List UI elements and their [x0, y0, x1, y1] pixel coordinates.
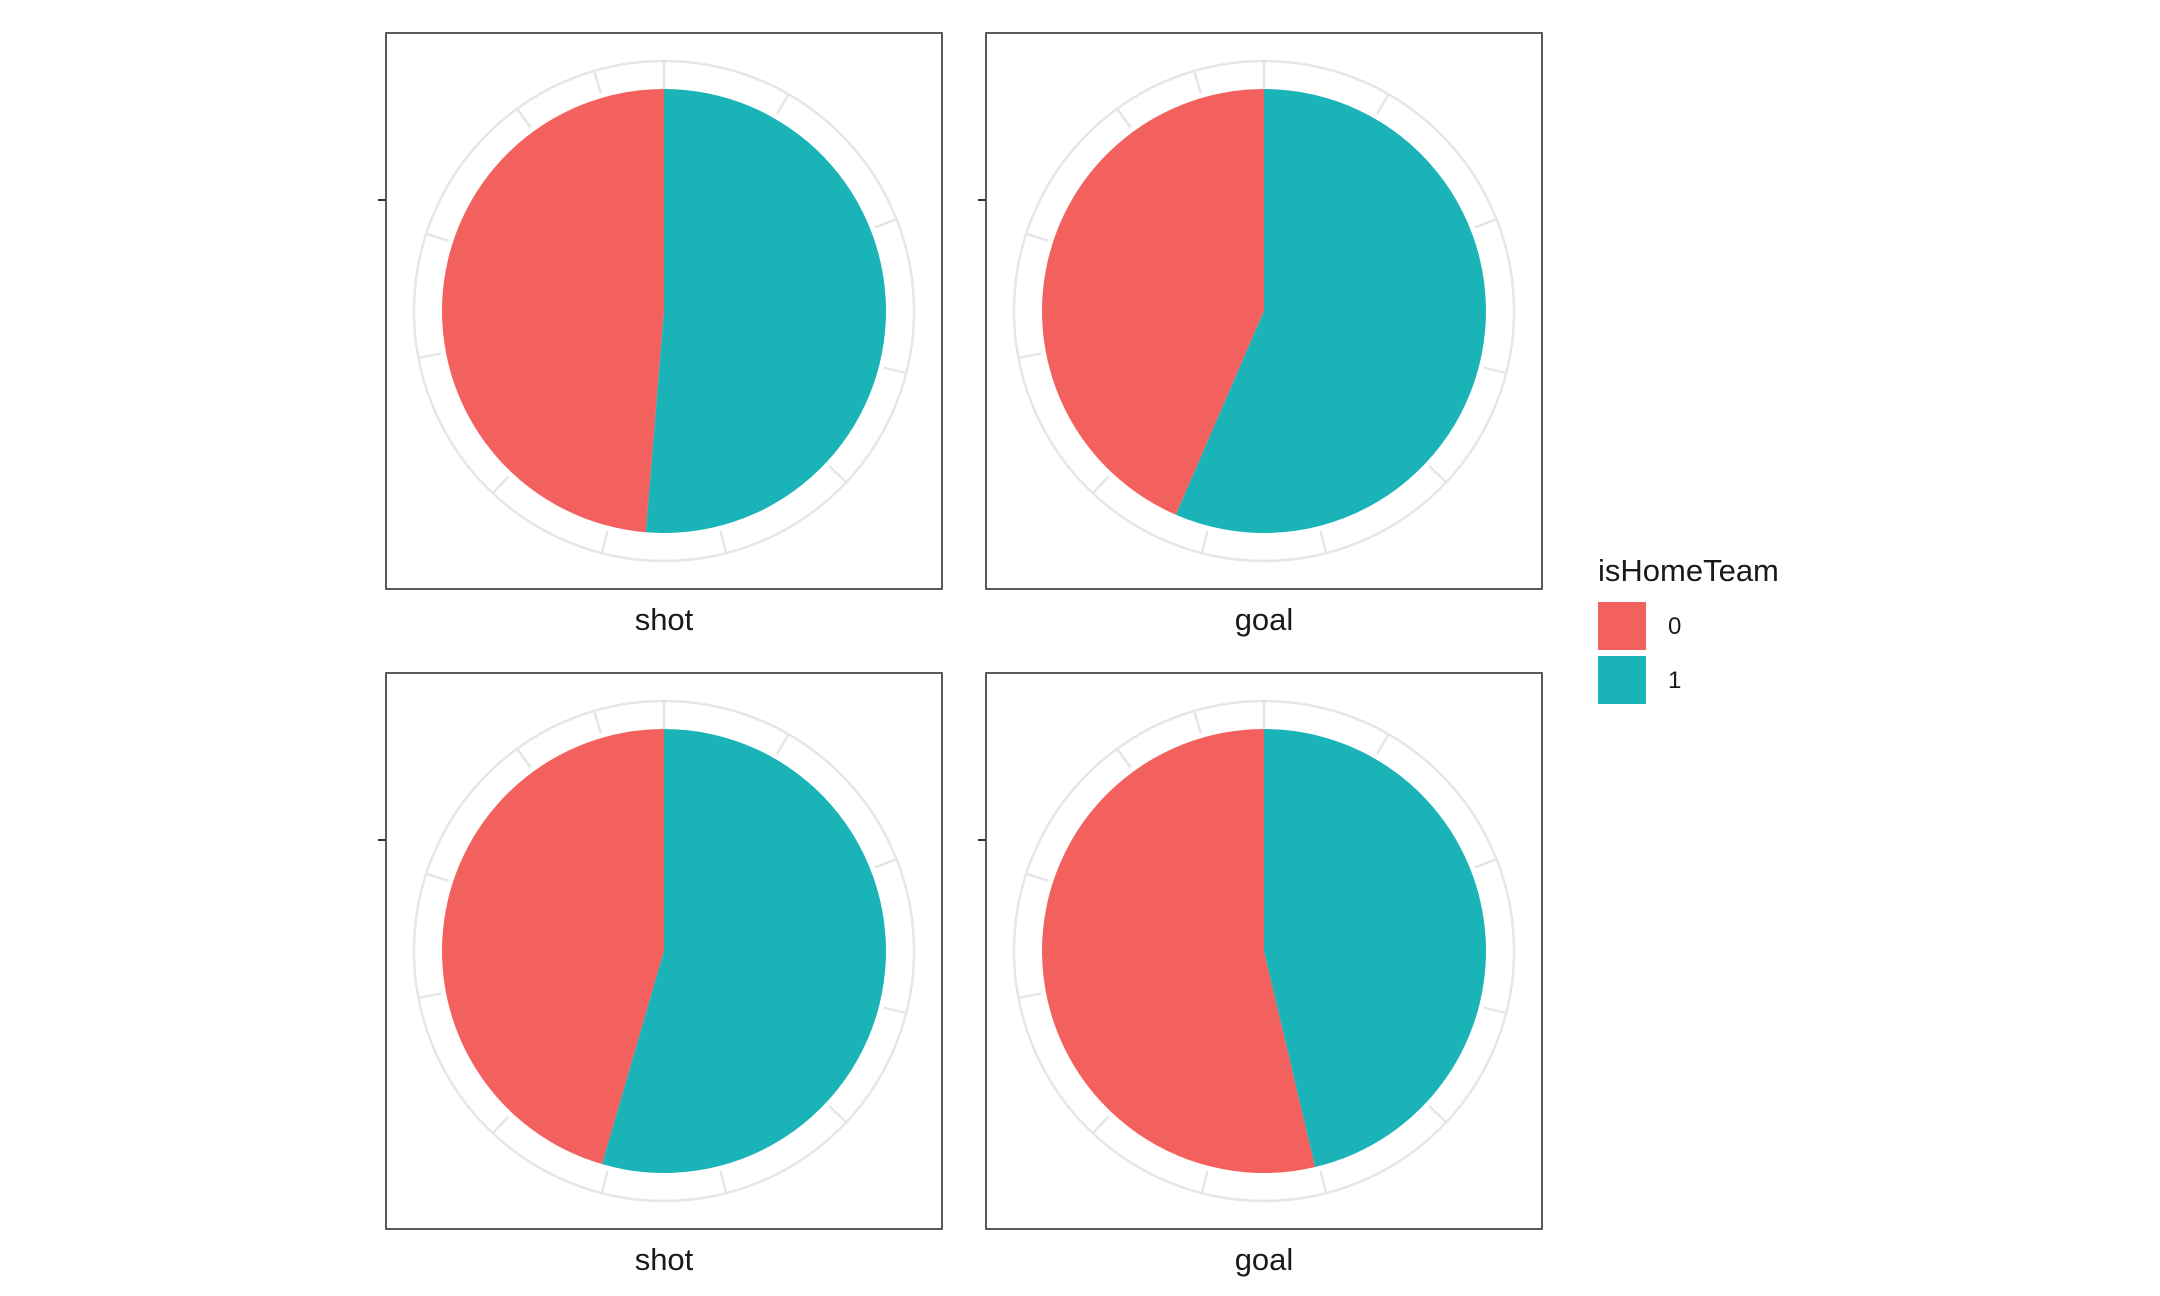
polar-grid-tick	[1116, 748, 1132, 769]
polar-grid-tick	[1428, 1105, 1448, 1124]
polar-grid-tick	[1193, 70, 1202, 94]
polar-grid-tick	[1200, 1170, 1209, 1194]
polar-grid-tick	[1018, 992, 1042, 1000]
pie-panel: goal	[978, 672, 1543, 1277]
pie-slice-0	[441, 89, 664, 533]
polar-grid-tick	[1193, 710, 1202, 734]
polar-grid-tick	[1319, 1170, 1328, 1194]
polar-grid-tick	[1200, 530, 1209, 554]
polar-grid-tick	[491, 475, 510, 495]
polar-grid-tick	[1018, 352, 1042, 360]
polar-grid-tick	[1474, 217, 1497, 229]
legend-title: isHomeTeam	[1598, 553, 1779, 588]
legend-label-1: 1	[1668, 667, 1681, 694]
pie-slice-0	[1041, 729, 1316, 1173]
polar-grid-tick	[425, 872, 449, 883]
polar-grid-tick	[1025, 872, 1049, 883]
polar-grid-tick	[874, 857, 897, 869]
pie-panels: shot goal shot goal	[378, 32, 1543, 1277]
panel-label: shot	[635, 1242, 694, 1277]
pie-panel: goal	[978, 32, 1543, 637]
polar-grid-tick	[1376, 733, 1390, 755]
pie-slice-1	[1264, 729, 1486, 1168]
polar-grid-tick	[719, 530, 728, 554]
pie-slice-0	[441, 729, 664, 1165]
legend-key-0	[1598, 602, 1646, 650]
polar-grid-tick	[883, 366, 907, 375]
panel-label: goal	[1235, 602, 1294, 637]
pie-slice-1	[602, 729, 886, 1173]
pie-slice-0	[1042, 88, 1264, 515]
polar-grid-tick	[719, 1170, 728, 1194]
polar-grid-tick	[593, 70, 602, 94]
polar-grid-tick	[1483, 366, 1507, 375]
polar-grid-tick	[516, 108, 532, 129]
polar-grid-tick	[600, 1170, 609, 1194]
pie-slice-1	[645, 89, 886, 533]
polar-grid-tick	[828, 1105, 848, 1124]
polar-grid-tick	[776, 93, 790, 115]
polar-grid-tick	[776, 733, 790, 755]
polar-grid-tick	[1091, 1115, 1110, 1135]
polar-grid-tick	[1474, 857, 1497, 869]
polar-grid-tick	[1025, 232, 1049, 243]
polar-grid-tick	[1483, 1006, 1507, 1015]
polar-grid-tick	[1376, 93, 1390, 115]
pie-slice-1	[1175, 89, 1486, 533]
panel-label: shot	[635, 602, 694, 637]
polar-grid-tick	[593, 710, 602, 734]
legend-label-0: 0	[1668, 613, 1681, 640]
polar-grid-tick	[828, 465, 848, 484]
polar-grid-tick	[1091, 475, 1110, 495]
polar-grid-tick	[425, 232, 449, 243]
polar-grid-tick	[418, 352, 442, 360]
pie-panel: shot	[378, 32, 943, 637]
polar-grid-tick	[1319, 530, 1328, 554]
polar-grid-tick	[600, 530, 609, 554]
polar-grid-tick	[1428, 465, 1448, 484]
pie-panel: shot	[378, 672, 943, 1277]
polar-grid-tick	[1116, 108, 1132, 129]
polar-grid-tick	[491, 1115, 510, 1135]
legend-items: 01	[1598, 602, 1681, 704]
panel-label: goal	[1235, 1242, 1294, 1277]
legend: isHomeTeam 01	[1598, 553, 1779, 704]
legend-key-1	[1598, 656, 1646, 704]
polar-grid-tick	[418, 992, 442, 1000]
polar-grid-tick	[516, 748, 532, 769]
polar-grid-tick	[883, 1006, 907, 1015]
polar-grid-tick	[874, 217, 897, 229]
